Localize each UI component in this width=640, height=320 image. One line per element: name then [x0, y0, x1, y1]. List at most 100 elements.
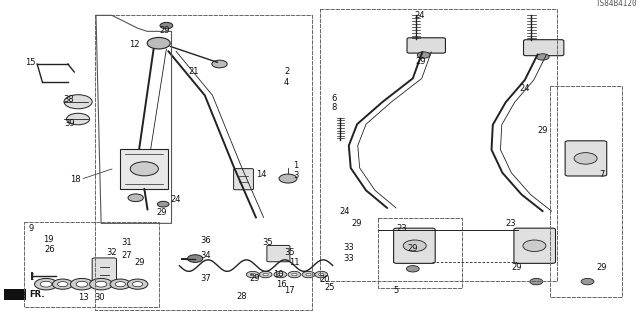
- Circle shape: [250, 273, 255, 276]
- Circle shape: [40, 281, 52, 287]
- Circle shape: [581, 278, 594, 285]
- Circle shape: [188, 255, 203, 262]
- Bar: [120, 149, 168, 189]
- Text: 32: 32: [107, 248, 117, 257]
- Text: 20: 20: [320, 276, 330, 284]
- Text: 9: 9: [28, 224, 33, 233]
- Text: 39: 39: [64, 119, 74, 128]
- Text: 27: 27: [122, 252, 132, 260]
- Circle shape: [131, 162, 158, 176]
- Circle shape: [574, 153, 597, 164]
- Circle shape: [288, 271, 301, 278]
- Text: 4: 4: [284, 78, 289, 87]
- Text: 12: 12: [129, 40, 140, 49]
- Text: 10: 10: [273, 270, 284, 279]
- Text: 29: 29: [156, 208, 166, 217]
- Text: 36: 36: [201, 236, 211, 245]
- Text: 29: 29: [408, 244, 418, 253]
- Text: 33: 33: [344, 243, 354, 252]
- Text: 24: 24: [520, 84, 530, 93]
- Text: 24: 24: [414, 12, 424, 20]
- Text: TS84B4120: TS84B4120: [596, 0, 637, 8]
- Text: 7: 7: [599, 170, 604, 179]
- Text: 29: 29: [512, 263, 522, 272]
- Circle shape: [76, 281, 88, 287]
- Text: 29: 29: [352, 219, 362, 228]
- FancyBboxPatch shape: [524, 40, 564, 56]
- Text: 29: 29: [596, 263, 607, 272]
- Circle shape: [160, 22, 173, 29]
- Circle shape: [263, 273, 268, 276]
- Text: 26: 26: [45, 245, 55, 254]
- Text: 15: 15: [26, 58, 36, 67]
- Text: 29: 29: [250, 274, 260, 283]
- Circle shape: [259, 271, 272, 278]
- Text: 8: 8: [332, 103, 337, 112]
- Text: 29: 29: [160, 26, 170, 35]
- Circle shape: [319, 273, 324, 276]
- Text: 16: 16: [276, 280, 287, 289]
- Text: 30: 30: [94, 293, 104, 302]
- Circle shape: [95, 281, 107, 287]
- Text: 35: 35: [262, 238, 273, 247]
- Circle shape: [110, 279, 131, 289]
- Text: 21: 21: [188, 67, 198, 76]
- Text: 29: 29: [538, 126, 548, 135]
- Circle shape: [70, 278, 93, 290]
- Circle shape: [417, 52, 430, 58]
- Circle shape: [292, 273, 297, 276]
- Text: 31: 31: [122, 238, 132, 247]
- Text: 19: 19: [43, 235, 53, 244]
- FancyBboxPatch shape: [565, 141, 607, 176]
- Text: 28: 28: [237, 292, 247, 301]
- Text: 6: 6: [332, 94, 337, 103]
- Circle shape: [530, 278, 543, 285]
- Text: 17: 17: [284, 286, 294, 295]
- Circle shape: [157, 201, 169, 207]
- Circle shape: [403, 240, 426, 252]
- Circle shape: [406, 266, 419, 272]
- Circle shape: [279, 174, 297, 183]
- Text: 2: 2: [284, 68, 289, 76]
- Text: 23: 23: [397, 224, 407, 233]
- Circle shape: [115, 282, 125, 287]
- Text: 5: 5: [393, 286, 398, 295]
- Text: 35: 35: [284, 248, 294, 257]
- FancyBboxPatch shape: [92, 258, 116, 285]
- Text: 33: 33: [344, 254, 354, 263]
- Text: 18: 18: [70, 175, 81, 184]
- Text: 3: 3: [293, 171, 298, 180]
- Text: 38: 38: [64, 95, 74, 104]
- Circle shape: [127, 279, 148, 289]
- FancyBboxPatch shape: [514, 228, 556, 263]
- Circle shape: [35, 278, 58, 290]
- Text: 23: 23: [506, 219, 516, 228]
- Text: 29: 29: [416, 57, 426, 66]
- Circle shape: [523, 240, 546, 252]
- Circle shape: [315, 271, 328, 278]
- Text: 25: 25: [324, 283, 335, 292]
- FancyBboxPatch shape: [394, 228, 435, 263]
- Circle shape: [147, 37, 170, 49]
- Circle shape: [274, 271, 287, 278]
- Text: 29: 29: [134, 258, 145, 267]
- Circle shape: [58, 282, 68, 287]
- Circle shape: [278, 273, 283, 276]
- FancyBboxPatch shape: [267, 245, 290, 262]
- Text: 11: 11: [289, 258, 300, 267]
- FancyBboxPatch shape: [4, 289, 26, 300]
- Text: FR.: FR.: [29, 290, 45, 299]
- Circle shape: [64, 95, 92, 109]
- Text: 24: 24: [171, 196, 181, 204]
- Circle shape: [306, 273, 311, 276]
- Text: 14: 14: [256, 170, 266, 179]
- Circle shape: [132, 282, 143, 287]
- Circle shape: [212, 60, 227, 68]
- Circle shape: [128, 194, 143, 202]
- FancyBboxPatch shape: [234, 169, 253, 190]
- Text: 24: 24: [339, 207, 349, 216]
- Text: 37: 37: [201, 274, 211, 283]
- Text: 1: 1: [293, 161, 298, 170]
- Circle shape: [67, 113, 90, 125]
- Circle shape: [52, 279, 73, 289]
